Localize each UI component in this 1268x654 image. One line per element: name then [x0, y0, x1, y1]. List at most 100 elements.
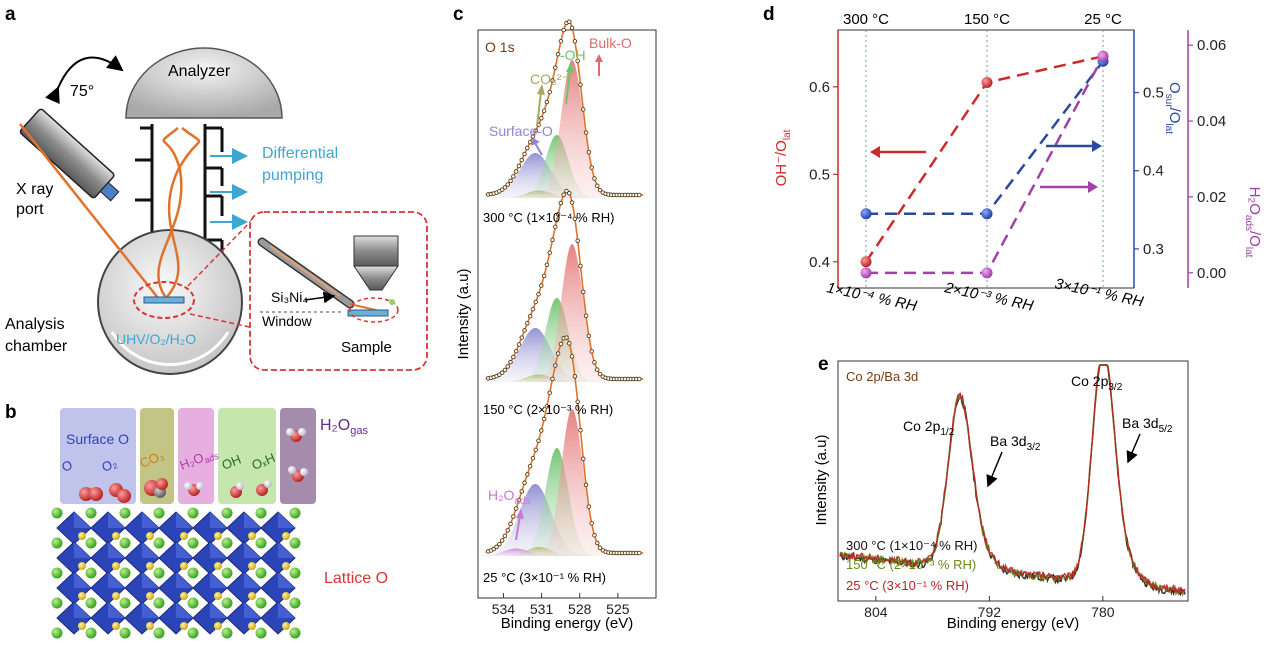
d-axes: 0.4 0.5 0.6 0.3 0.4 0.5 0.00 0.02 0.04 0.06: [809, 37, 1226, 282]
octahedron-face: [278, 542, 295, 558]
a-site-atom: [85, 597, 97, 609]
angle-label: 75°: [70, 83, 94, 100]
surface-o-label: Surface O: [66, 431, 129, 447]
a-site-atom: [153, 597, 165, 609]
c-data-point: [592, 360, 597, 365]
c-data-point: [547, 250, 552, 255]
c-data-point: [592, 532, 597, 538]
c-spectrum-label-3: 25 °C (3×10⁻¹ % RH): [483, 570, 606, 585]
c-h2o-component: [465, 548, 567, 556]
c-data-point: [550, 376, 555, 382]
octahedron-face: [176, 542, 193, 558]
c-data-point: [550, 78, 555, 83]
electron-trajectory: [157, 127, 201, 299]
c-data-point: [575, 238, 580, 243]
c-data-point: [569, 354, 575, 359]
a-site-atom: [119, 627, 131, 639]
octahedron-face: [74, 542, 91, 558]
c-data-point: [569, 25, 575, 31]
c-data-point: [547, 390, 552, 395]
c-data-point: [494, 544, 499, 550]
a-site-atom: [255, 567, 267, 579]
c-data-point: [522, 151, 527, 157]
d-y-tick-label: 0.5: [1143, 85, 1164, 102]
b-site-atom: [112, 622, 120, 630]
a-site-atom: [119, 507, 131, 519]
c-data-point: [595, 183, 600, 188]
octahedron-face: [108, 602, 125, 618]
xray-label-1: X ray: [16, 181, 53, 198]
c-data-point: [553, 224, 558, 230]
c-data-point: [558, 341, 564, 347]
chamber-label-2: chamber: [5, 338, 68, 355]
sample-bar: [143, 296, 185, 304]
c-xlabel: Binding energy (eV): [501, 615, 634, 632]
b-site-atom: [78, 592, 86, 600]
d-y-tick-label: 0.4: [1143, 163, 1164, 180]
c-data-point: [499, 538, 505, 543]
c-data-point: [502, 185, 508, 190]
c-component-1-4: [528, 60, 616, 198]
c-data-point: [547, 89, 552, 95]
octahedron-face: [74, 512, 91, 528]
c-data-point: [561, 27, 566, 33]
c-data-point: [583, 313, 589, 318]
octahedron-face: [210, 602, 227, 618]
e-x-tick-label: 780: [1091, 604, 1115, 620]
c-data-point: [530, 306, 536, 312]
o2-species-label: O₂: [100, 455, 120, 475]
e-plot-frame: [837, 360, 1189, 602]
pumping-label: pumping: [262, 167, 323, 184]
c-data-point: [541, 416, 547, 422]
c-title: O 1s: [485, 39, 515, 55]
octahedron-face: [176, 572, 193, 588]
octahedron-face: [176, 512, 193, 528]
b-site-atom: [214, 562, 222, 570]
octahedron-face: [244, 542, 261, 558]
b-site-atom: [214, 622, 222, 630]
octahedron-face: [210, 512, 227, 528]
a-site-atom: [51, 597, 63, 609]
e-peak-label-1: Co 2p1/2: [903, 418, 955, 438]
e-peak-label-2: Ba 3d3/2: [990, 433, 1041, 453]
c-data-point: [575, 58, 580, 64]
e-x-ticks: 804 792 780: [864, 596, 1115, 620]
a-site-atom: [221, 597, 233, 609]
c-data-point: [558, 38, 564, 44]
panel-label-a: a: [5, 4, 16, 25]
c-data-point: [513, 348, 519, 354]
sample-label: Sample: [341, 339, 392, 356]
c-data-point: [502, 367, 508, 373]
c-x-tick-label: 531: [530, 601, 554, 617]
oh-species-label: OH: [220, 452, 244, 473]
c-surface-o-label: Surface-O: [489, 123, 553, 139]
e-peak-label-3: Co 2p3/2: [1071, 373, 1123, 393]
c-data-point: [555, 211, 561, 217]
c-spectrum-label-1: 300 °C (1×10⁻⁴ % RH): [483, 210, 614, 225]
d-y-tick-label: 0.00: [1197, 265, 1226, 282]
c-component-2-4: [528, 244, 616, 382]
c-data-point: [505, 364, 511, 369]
panel-label-c: c: [453, 4, 464, 25]
c-data-point: [561, 192, 566, 198]
a-site-atom: [289, 597, 301, 609]
c-data-point: [513, 506, 519, 511]
c-data-point: [508, 178, 513, 184]
panel-d: d 0.4 0.5 0.6 0.3 0.4 0.5 0.00 0.02 0.04 0.06 300…: [763, 4, 1263, 315]
octahedron-face: [108, 512, 125, 528]
perovskite-lattice: [51, 507, 301, 639]
a-site-atom: [51, 507, 63, 519]
e-legend-3: 25 °C (3×10⁻¹ % RH): [846, 578, 969, 593]
b-site-atom: [78, 532, 86, 540]
d-right-axis-title: Osur/Olat: [1163, 82, 1183, 134]
gas-label: UHV/O₂/H₂O: [116, 331, 196, 347]
b-site-atom: [248, 562, 256, 570]
b-site-atom: [146, 592, 154, 600]
b-site-atom: [282, 562, 290, 570]
c-data-point: [578, 427, 583, 433]
c-data-point: [555, 351, 561, 356]
c-data-point: [581, 456, 586, 461]
b-site-atom: [112, 592, 120, 600]
c-data-point: [592, 176, 597, 181]
d-category-3: 3×10⁻¹ % RH: [1053, 275, 1145, 310]
